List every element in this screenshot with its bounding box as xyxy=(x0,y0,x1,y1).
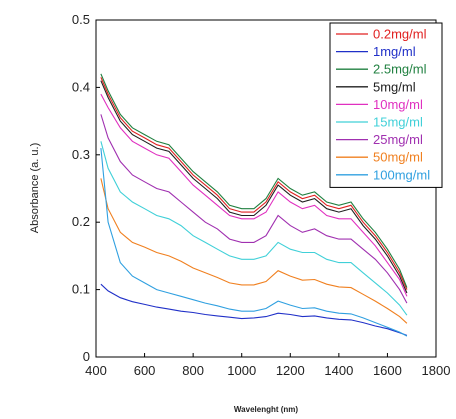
x-tick-label-5: 1400 xyxy=(324,363,353,378)
x-tick-label-4: 1200 xyxy=(276,363,305,378)
legend-label-8: 100mg/ml xyxy=(373,167,430,182)
legend-label-0: 0.2mg/ml xyxy=(373,27,427,42)
legend: 0.2mg/ml 1mg/ml 2.5mg/ml 5mg/ml 10mg/ml 15mg/… xyxy=(330,23,442,187)
y-tick-label-1: 0.1 xyxy=(72,282,90,297)
x-tick-label-0: 400 xyxy=(85,363,107,378)
y-tick-label-5: 0.5 xyxy=(72,12,90,27)
x-tick-label-2: 800 xyxy=(182,363,204,378)
legend-label-2: 2.5mg/ml xyxy=(373,62,427,77)
y-axis-title: Absorbance (a. u.) xyxy=(29,143,41,234)
x-tick-label-6: 1600 xyxy=(373,363,402,378)
x-tick-label-3: 1000 xyxy=(227,363,256,378)
y-tick-label-0: 0 xyxy=(83,349,90,364)
legend-label-5: 15mg/ml xyxy=(373,115,423,130)
legend-label-3: 5mg/ml xyxy=(373,79,416,94)
legend-label-1: 1mg/ml xyxy=(373,44,416,59)
series-line-7 xyxy=(101,178,407,323)
y-tick-label-3: 0.3 xyxy=(72,147,90,162)
legend-label-4: 10mg/ml xyxy=(373,97,423,112)
y-tick-label-2: 0.2 xyxy=(72,214,90,229)
legend-label-7: 50mg/ml xyxy=(373,150,423,165)
series-line-1 xyxy=(101,284,407,335)
y-tick-label-4: 0.4 xyxy=(72,79,90,94)
legend-label-6: 25mg/ml xyxy=(373,132,423,147)
x-tick-label-7: 1800 xyxy=(422,363,451,378)
x-axis-title: Wavelenght (nm) xyxy=(234,405,298,414)
x-tick-label-1: 600 xyxy=(134,363,156,378)
